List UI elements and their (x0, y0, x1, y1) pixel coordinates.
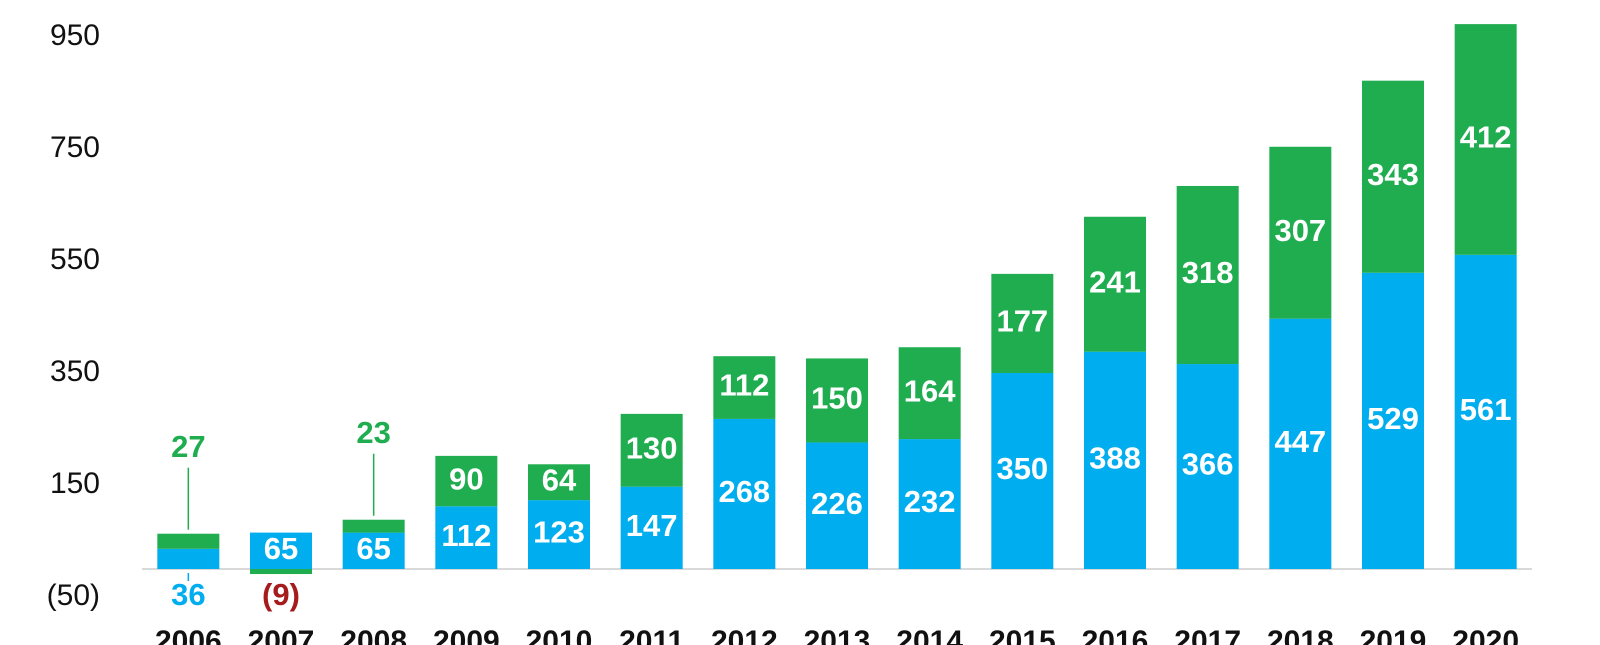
bar-segment (898, 347, 961, 440)
x-tick-label: 2018 (1267, 625, 1334, 645)
y-tick-label: 750 (50, 131, 100, 164)
bar-segment (1269, 318, 1332, 569)
x-tick-label: 2020 (1452, 625, 1519, 645)
data-label: 164 (904, 373, 956, 408)
data-label: 226 (811, 486, 863, 521)
bar-segment (806, 358, 868, 443)
data-label: 529 (1367, 401, 1419, 436)
x-tick-label: 2011 (619, 625, 684, 645)
data-label: 27 (171, 429, 205, 464)
bar-segment (713, 418, 776, 569)
data-label: 447 (1274, 424, 1326, 459)
x-tick-label: 2010 (526, 625, 593, 645)
y-tick-label: (50) (47, 579, 100, 612)
bar-segment (713, 356, 776, 419)
data-label: 150 (811, 381, 863, 416)
x-tick-label: 2008 (340, 625, 407, 645)
data-label: 268 (718, 474, 770, 509)
data-label: 412 (1460, 120, 1512, 155)
data-label: 561 (1460, 392, 1512, 427)
bar-segment (1176, 185, 1239, 365)
data-label: 65 (356, 531, 390, 566)
x-tick-label: 2019 (1360, 625, 1427, 645)
data-label: 23 (356, 415, 390, 450)
bar-segment (435, 455, 498, 507)
x-tick-label: 2016 (1082, 625, 1149, 645)
data-label: 112 (441, 518, 491, 553)
bar-segment (1084, 351, 1146, 569)
bar-segment (157, 533, 220, 549)
bar-segment (898, 439, 961, 569)
x-tick-label: 2015 (989, 625, 1056, 645)
data-label: 90 (449, 461, 483, 496)
y-tick-label: 350 (50, 355, 100, 388)
data-label: 232 (904, 484, 956, 519)
y-tick-label: 550 (50, 243, 100, 276)
bar-segment (1269, 146, 1332, 319)
x-tick-label: 2013 (804, 625, 871, 645)
bar-segment (1454, 24, 1517, 255)
bar-segment (1362, 272, 1424, 569)
bar-segment (528, 500, 590, 569)
bar-segment (806, 442, 868, 569)
data-label: 112 (719, 368, 769, 403)
bar-segment (1176, 364, 1239, 569)
data-label: 65 (264, 531, 298, 566)
y-tick-label: 150 (50, 467, 100, 500)
data-label: 130 (626, 430, 678, 465)
bar-segment (435, 506, 498, 569)
data-label: 241 (1089, 264, 1141, 299)
data-label: 177 (996, 304, 1048, 339)
bar-segment (250, 532, 312, 569)
y-tick-label: 950 (50, 19, 100, 52)
x-tick-label: 2007 (248, 625, 315, 645)
bar-segment (620, 486, 683, 569)
bar-segment (528, 464, 590, 501)
bar-segment (342, 532, 405, 569)
data-label: 147 (626, 508, 678, 543)
bar-segment (620, 413, 683, 487)
bar-segment (1084, 216, 1146, 352)
bar-segment (157, 548, 220, 569)
x-tick-label: 2006 (155, 625, 222, 645)
data-label: 123 (533, 515, 585, 550)
bar-segment (1362, 80, 1424, 273)
bar-segment (991, 273, 1054, 373)
data-label: 343 (1367, 157, 1419, 192)
bar-segment (342, 519, 405, 533)
data-label: 36 (171, 577, 205, 612)
bar-segment (250, 569, 312, 575)
bar-segment (991, 373, 1054, 569)
data-label: 64 (542, 462, 577, 497)
x-tick-label: 2017 (1174, 625, 1241, 645)
bar-segment (1454, 254, 1517, 569)
data-label: 307 (1274, 213, 1326, 248)
x-tick-label: 2009 (433, 625, 500, 645)
data-label: 366 (1182, 447, 1234, 482)
data-label: 318 (1182, 255, 1234, 290)
x-tick-label: 2014 (896, 625, 963, 645)
data-label: 388 (1089, 441, 1141, 476)
data-label: (9) (262, 577, 300, 612)
x-tick-label: 2012 (711, 625, 778, 645)
data-label: 350 (996, 451, 1048, 486)
